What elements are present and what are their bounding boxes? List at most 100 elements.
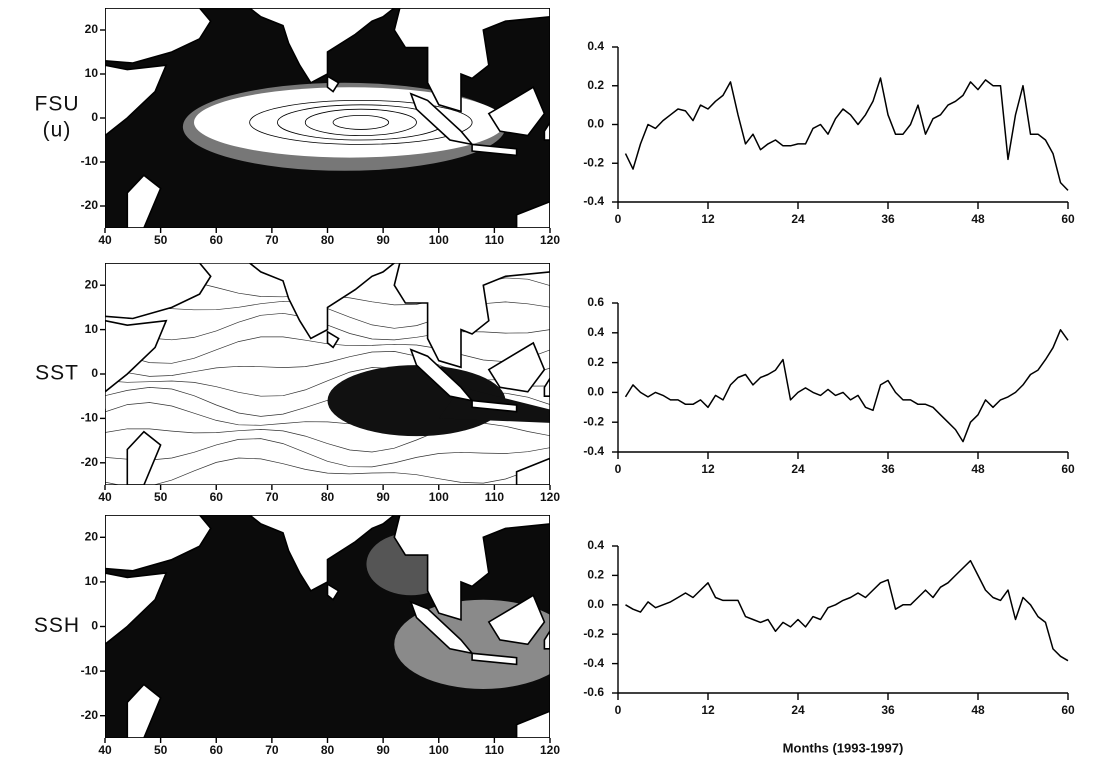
x-tick-label: 60 [1061,703,1075,717]
y-tick-label: 0 [91,366,98,380]
map-panel [105,263,550,485]
x-tick-label: 60 [1061,212,1075,226]
x-tick-label: 24 [791,212,805,226]
y-tick-label: -0.4 [583,194,604,208]
y-tick-label: -10 [81,663,99,677]
x-tick-label: 50 [154,233,168,247]
y-tick-label: 10 [85,66,99,80]
x-tick-label: 40 [98,490,112,504]
y-tick-label: -10 [81,411,99,425]
y-tick-label: -0.4 [583,656,604,670]
x-tick-label: 110 [485,233,505,247]
y-tick-label: -0.2 [583,414,604,428]
land [126,174,162,228]
y-tick-label: 0.2 [587,78,604,92]
y-tick-label: 20 [85,529,99,543]
y-tick-label: 10 [85,322,99,336]
row-label: (u) [43,119,72,142]
x-tick-label: 100 [429,490,449,504]
y-tick-label: 0.4 [587,325,604,339]
high-zone [227,96,473,149]
land [543,629,550,650]
land [393,8,550,113]
land [487,86,546,137]
land [543,376,550,398]
x-tick-label: 60 [1061,462,1075,476]
x-tick-label: 90 [376,743,390,757]
x-tick-label: 60 [210,233,224,247]
land [105,64,168,137]
y-tick-label: 20 [85,22,99,36]
x-tick-label: 40 [98,233,112,247]
x-tick-label: 120 [540,233,560,247]
x-tick-label: 40 [98,743,112,757]
y-tick-label: -20 [81,708,99,722]
x-tick-label: 90 [376,233,390,247]
land [326,582,340,601]
x-tick-label: 36 [881,703,895,717]
x-tick-label: 50 [154,743,168,757]
land [487,341,546,393]
land [105,319,168,393]
x-tick-label: 100 [429,743,449,757]
land [471,399,518,413]
y-tick-label: -20 [81,455,99,469]
land [248,515,396,592]
y-tick-label: -0.2 [583,155,604,169]
land [393,263,550,369]
x-tick-label: 60 [210,490,224,504]
x-tick-label: 0 [615,703,622,717]
y-tick-label: 0.2 [587,355,604,369]
land [105,572,168,646]
y-tick-label: -20 [81,198,99,212]
x-tick-label: 48 [971,212,985,226]
land [126,430,162,485]
x-tick-label: 12 [701,703,715,717]
land [126,683,162,738]
x-tick-label: 24 [791,703,805,717]
y-tick-label: -0.6 [583,685,604,699]
contour [249,100,473,145]
land [326,74,340,93]
land [248,8,396,84]
land [487,594,546,646]
map-panel [105,515,550,738]
land [105,515,212,572]
land [543,120,550,141]
x-tick-label: 120 [540,743,560,757]
x-tick-label: 48 [971,462,985,476]
land [393,515,550,621]
x-tick-label: 110 [485,490,505,504]
row-label: SSH [34,614,80,637]
land [105,263,212,320]
row-label: SST [35,362,79,385]
y-tick-label: 20 [85,277,99,291]
x-tick-label: 0 [615,462,622,476]
row-label: FSU [35,93,80,116]
contour [105,457,550,485]
contour [304,108,417,137]
y-tick-label: 0.2 [587,568,604,582]
y-tick-label: 0.4 [587,538,604,552]
x-tick-label: 60 [210,743,224,757]
x-tick-label: 80 [321,233,335,247]
x-tick-label: 12 [701,462,715,476]
x-tick-label: 12 [701,212,715,226]
land [515,457,550,485]
land [515,200,550,228]
y-tick-label: 0.0 [587,117,604,131]
series-line [625,559,1069,662]
land [515,710,550,738]
x-tick-label: 24 [791,462,805,476]
x-tick-label: 36 [881,462,895,476]
y-tick-label: -0.2 [583,626,604,640]
series-line [624,77,1069,191]
x-tick-label: 90 [376,490,390,504]
y-tick-label: 0.4 [587,39,604,53]
x-tick-label: 48 [971,703,985,717]
land [105,8,212,64]
x-tick-label: 110 [485,743,505,757]
land [471,652,518,666]
series-line [624,329,1069,443]
